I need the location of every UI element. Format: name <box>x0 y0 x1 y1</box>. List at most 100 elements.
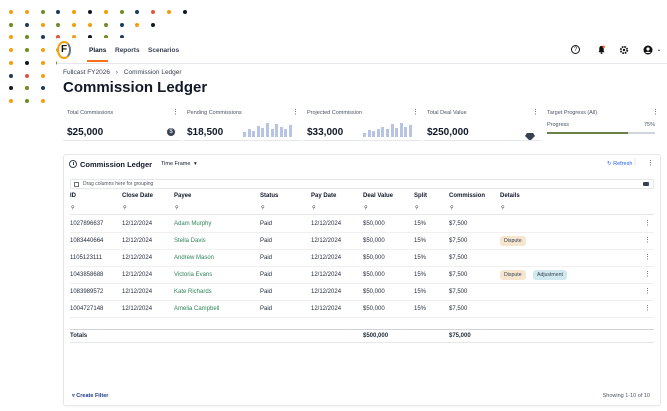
sparkline-bar <box>372 131 376 137</box>
decorative-dot <box>40 98 45 103</box>
column-header-status[interactable]: Status <box>260 193 279 199</box>
kebab-menu-icon[interactable]: ⋮ <box>412 109 419 116</box>
sparkline-bar <box>256 125 260 137</box>
cell-close-date: 12/12/2024 <box>122 289 153 295</box>
decorative-dot <box>40 60 45 65</box>
kebab-menu-icon[interactable]: ⋮ <box>647 160 654 167</box>
detail-tag-dispute[interactable]: Dispute <box>500 236 526 246</box>
table-row[interactable]: 1083989572 12/12/2024 Kate Richards Paid 12/… <box>70 284 654 301</box>
kebab-menu-icon[interactable]: ⋮ <box>652 109 659 116</box>
columns-toggle-icon[interactable] <box>643 182 649 186</box>
tab-scenarios[interactable]: Scenarios <box>148 47 180 54</box>
table-row[interactable]: 1083440664 12/12/2024 Stella Davis Paid 12/1… <box>70 233 654 250</box>
help-circle-icon[interactable]: ? <box>571 45 580 54</box>
column-header-payee[interactable]: Payee <box>174 193 192 199</box>
column-header-id[interactable]: ID <box>70 193 76 199</box>
refresh-button[interactable]: ↻ Refresh <box>607 161 632 167</box>
kebab-menu-icon[interactable]: ⋮ <box>644 237 651 244</box>
table-row[interactable]: 1004727148 12/12/2024 Amelia Campbell Paid 1… <box>70 301 654 318</box>
kebab-menu-icon[interactable]: ⋮ <box>172 109 179 116</box>
decorative-dot <box>9 98 13 103</box>
kebab-menu-icon[interactable]: ⋮ <box>644 254 651 261</box>
panel-title: Commission Ledger <box>80 160 153 169</box>
cell-deal-value: $50,000 <box>363 289 385 295</box>
column-header-details[interactable]: Details <box>500 193 520 199</box>
progress-percent: 75% <box>643 122 655 128</box>
time-frame-dropdown[interactable]: Time Frame ▾ <box>161 161 197 167</box>
kpi-label: Total Deal Value <box>427 110 467 116</box>
cell-payee[interactable]: Amelia Campbell <box>174 306 220 312</box>
kpi-divider <box>303 140 421 141</box>
search-icon[interactable]: ⚲ <box>123 205 127 211</box>
kebab-menu-icon[interactable]: ⋮ <box>644 288 651 295</box>
cell-deal-value: $50,000 <box>363 221 385 227</box>
decorative-dot <box>56 10 61 14</box>
cell-payee[interactable]: Kate Richards <box>174 289 212 295</box>
tab-reports[interactable]: Reports <box>115 47 140 54</box>
kpi-value: $33,000 <box>307 127 344 138</box>
kebab-menu-icon[interactable]: ⋮ <box>644 271 651 278</box>
decorative-dot <box>24 73 29 78</box>
totals-commission: $75,000 <box>449 333 471 339</box>
search-icon[interactable]: ⚲ <box>364 205 368 211</box>
search-icon[interactable]: ⚲ <box>312 205 316 211</box>
group-by-drop-zone[interactable]: Drag columns here for grouping <box>70 179 654 189</box>
search-icon[interactable]: ⚲ <box>501 205 505 211</box>
cell-id: 1083989572 <box>70 289 104 295</box>
column-header-pay-date[interactable]: Pay Date <box>311 193 337 199</box>
decorative-dot <box>103 10 108 14</box>
tab-plans[interactable]: Plans <box>86 47 109 62</box>
cell-payee[interactable]: Victoria Evans <box>174 272 213 278</box>
search-icon[interactable]: ⚲ <box>261 205 265 211</box>
sparkline-bar <box>275 124 279 137</box>
decorative-dot <box>40 10 45 14</box>
chevron-down-icon[interactable]: ⌄ <box>656 47 662 53</box>
sparkline-bar <box>289 125 292 137</box>
cell-status: Paid <box>260 272 273 278</box>
decorative-dot <box>9 35 13 40</box>
decorative-dot <box>135 22 140 27</box>
table-row[interactable]: 1027896637 12/12/2024 Adam Murphy Paid 12/12… <box>70 216 654 233</box>
breadcrumb-parent[interactable]: Fullcast FY2026 <box>63 69 110 76</box>
cell-payee[interactable]: Stella Davis <box>174 238 206 244</box>
sparkline-chart <box>363 123 415 137</box>
kebab-menu-icon[interactable]: ⋮ <box>644 220 651 227</box>
cell-split: 15% <box>414 238 427 244</box>
column-header-commission[interactable]: Commission <box>449 193 486 199</box>
cell-pay-date: 12/12/2024 <box>311 289 342 295</box>
column-header-split[interactable]: Split <box>414 193 427 199</box>
fullcast-logo[interactable]: F <box>57 41 71 59</box>
cell-payee[interactable]: Adam Murphy <box>174 221 212 227</box>
decorative-dot <box>119 10 124 14</box>
sparkline-bar <box>261 127 265 137</box>
kebab-menu-icon[interactable]: ⋮ <box>292 109 299 116</box>
table-row[interactable]: 1043858688 12/12/2024 Victoria Evans Paid 12… <box>70 267 654 284</box>
column-header-close-date[interactable]: Close Date <box>122 193 154 199</box>
gear-icon[interactable] <box>619 45 629 55</box>
table-row[interactable]: 1105123111 12/12/2024 Andrew Mason Paid 12/1… <box>70 250 654 267</box>
cell-payee[interactable]: Andrew Mason <box>174 255 215 261</box>
scroll-fade-overlay <box>70 318 654 330</box>
page-title: Commission Ledger <box>63 79 208 96</box>
search-icon[interactable]: ⚲ <box>450 205 454 211</box>
decorative-dot <box>56 35 61 40</box>
search-icon[interactable]: ⚲ <box>175 205 179 211</box>
decorative-dot <box>119 22 124 27</box>
sparkline-bar <box>247 129 251 137</box>
search-icon[interactable]: ⚲ <box>415 205 419 211</box>
table-footer: ▿ Create Filter Showing 1-10 of 10 <box>70 391 654 403</box>
top-navigation: F Plans Reports Scenarios ? ⌄ <box>57 38 667 64</box>
search-icon[interactable]: ⚲ <box>71 205 75 211</box>
kpi-total-deal-value: Total Deal Value ⋮ $250,000 <box>423 108 541 180</box>
kebab-menu-icon[interactable]: ⋮ <box>532 109 539 116</box>
user-avatar-icon[interactable] <box>643 45 653 55</box>
create-filter-button[interactable]: ▿ Create Filter <box>72 393 108 399</box>
kebab-menu-icon[interactable]: ⋮ <box>644 305 651 312</box>
sparkline-bar <box>367 130 371 137</box>
decorative-dot <box>24 60 29 65</box>
commission-ledger-panel: Commission Ledger Time Frame ▾ ↻ Refresh… <box>63 154 661 406</box>
bell-icon[interactable] <box>596 45 606 55</box>
detail-tag-dispute[interactable]: Dispute <box>500 270 526 280</box>
column-header-deal-value[interactable]: Deal Value <box>363 193 394 199</box>
detail-tag-adjustment[interactable]: Adjustment <box>533 270 567 280</box>
